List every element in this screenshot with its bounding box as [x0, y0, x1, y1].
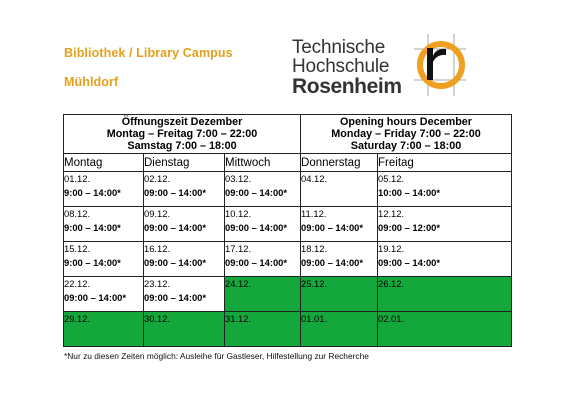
day-cell: 01.12. 9:00 – 14:00* — [63, 171, 144, 207]
day-header-monday: Montag — [63, 153, 144, 172]
cell-date: 15.12. — [64, 243, 91, 254]
day-header-wednesday: Mittwoch — [223, 153, 302, 172]
day-cell: 12.12. 09:00 – 12:00* — [377, 206, 513, 242]
day-header-thursday: Donnerstag — [300, 153, 379, 172]
day-cell: 15.12. 9:00 – 14:00* — [63, 241, 144, 277]
cell-hours: 09:00 – 14:00* — [64, 291, 127, 303]
closed-day-cell: 31.12. — [223, 311, 302, 347]
german-saturday-hours: Samstag 7:00 – 18:00 — [127, 140, 237, 152]
cell-date: 25.12. — [301, 278, 328, 289]
cell-date: 08.12. — [64, 208, 91, 219]
library-title: Bibliothek / Library Campus — [64, 46, 233, 60]
closed-day-cell: 29.12. — [63, 311, 144, 347]
cell-hours: 09:00 – 14:00* — [144, 256, 207, 268]
cell-date: 16.12. — [144, 243, 171, 254]
campus-name: Mühldorf — [64, 75, 119, 89]
closed-day-cell: 26.12. — [377, 276, 513, 312]
cell-date: 09.12. — [144, 208, 171, 219]
day-header-friday: Freitag — [377, 153, 513, 172]
cell-date: 23.12. — [144, 278, 171, 289]
logo-text-line3: Rosenheim — [292, 75, 402, 98]
cell-date: 01.01. — [301, 313, 328, 324]
cell-date: 26.12. — [378, 278, 405, 289]
weekday-header-row: Montag Dienstag Mittwoch Donnerstag Frei… — [63, 153, 513, 172]
cell-hours: 09:00 – 14:00* — [378, 256, 441, 268]
cell-date: 19.12. — [378, 243, 405, 254]
cell-hours: 09:00 – 14:00* — [144, 291, 207, 303]
day-cell: 22.12. 09:00 – 14:00* — [63, 276, 144, 312]
cell-hours: 09:00 – 14:00* — [225, 186, 288, 198]
cell-hours: 09:00 – 14:00* — [301, 221, 364, 233]
week-row: 01.12. 9:00 – 14:00* 02.12. 09:00 – 14:00* 0… — [63, 171, 513, 207]
day-cell: 23.12. 09:00 – 14:00* — [143, 276, 225, 312]
german-hours-header: Öffnungszeit Dezember Montag – Freitag 7… — [62, 114, 302, 154]
cell-date: 10.12. — [225, 208, 252, 219]
closed-day-cell: 24.12. — [223, 276, 302, 312]
cell-date: 30.12. — [144, 313, 171, 324]
opening-hours-table: Öffnungszeit Dezember Montag – Freitag 7… — [62, 114, 513, 347]
day-cell: 03.12. 09:00 – 14:00* — [223, 171, 302, 207]
week-row: 29.12. 30.12. 31.12. 01.01. 02.01. — [63, 311, 513, 347]
closed-day-cell: 01.01. — [300, 311, 379, 347]
cell-hours: 09:00 – 12:00* — [378, 221, 441, 233]
day-cell: 18.12. 09:00 – 14:00* — [300, 241, 379, 277]
cell-hours: 09:00 – 14:00* — [301, 256, 364, 268]
cell-hours: 9:00 – 14:00* — [64, 256, 121, 268]
week-row: 15.12. 9:00 – 14:00* 16.12. 09:00 – 14:00* 1… — [63, 241, 513, 277]
day-cell: 05.12. 10:00 – 14:00* — [377, 171, 513, 207]
closed-day-cell: 25.12. — [300, 276, 379, 312]
cell-date: 05.12. — [378, 173, 405, 184]
english-weekday-hours: Monday – Friday 7:00 – 22:00 — [331, 128, 481, 140]
cell-date: 12.12. — [378, 208, 405, 219]
day-cell: 04.12. — [300, 171, 379, 207]
cell-date: 02.12. — [144, 173, 171, 184]
cell-hours: 09:00 – 14:00* — [144, 186, 207, 198]
cell-date: 31.12. — [225, 313, 252, 324]
day-cell: 08.12. 9:00 – 14:00* — [63, 206, 144, 242]
english-saturday-hours: Saturday 7:00 – 18:00 — [350, 140, 462, 152]
day-cell: 09.12. 09:00 – 14:00* — [143, 206, 225, 242]
cell-hours: 9:00 – 14:00* — [64, 221, 121, 233]
closed-day-cell: 30.12. — [143, 311, 225, 347]
day-cell: 17.12. 09:00 – 14:00* — [223, 241, 302, 277]
week-row: 08.12. 9:00 – 14:00* 09.12. 09:00 – 14:00* 1… — [63, 206, 513, 242]
day-cell: 10.12. 09:00 – 14:00* — [223, 206, 302, 242]
cell-hours: 09:00 – 14:00* — [144, 221, 207, 233]
week-row: 22.12. 09:00 – 14:00* 23.12. 09:00 – 14:00*… — [63, 276, 513, 312]
english-heading: Opening hours December — [340, 116, 473, 128]
logo-text-line2: Hochschule — [292, 56, 390, 77]
german-weekday-hours: Montag – Freitag 7:00 – 22:00 — [106, 128, 258, 140]
cell-date: 18.12. — [301, 243, 328, 254]
cell-date: 01.12. — [64, 173, 91, 184]
cell-date: 17.12. — [225, 243, 252, 254]
day-cell: 16.12. 09:00 – 14:00* — [143, 241, 225, 277]
cell-hours: 09:00 – 14:00* — [225, 221, 288, 233]
cell-date: 03.12. — [225, 173, 252, 184]
day-cell: 19.12. 09:00 – 14:00* — [377, 241, 513, 277]
cell-date: 29.12. — [64, 313, 91, 324]
cell-date: 22.12. — [64, 278, 91, 289]
day-cell: 02.12. 09:00 – 14:00* — [143, 171, 225, 207]
cell-hours: 9:00 – 14:00* — [64, 186, 121, 198]
cell-date: 24.12. — [225, 278, 252, 289]
day-header-tuesday: Dienstag — [143, 153, 225, 172]
university-logo-icon — [414, 34, 466, 96]
cell-date: 02.01. — [378, 313, 405, 324]
day-cell: 11.12. 09:00 – 14:00* — [300, 206, 379, 242]
cell-date: 04.12. — [301, 173, 328, 184]
footnote: *Nur zu diesen Zeiten möglich: Ausleihe … — [64, 351, 369, 361]
cell-hours: 10:00 – 14:00* — [378, 186, 441, 198]
cell-date: 11.12. — [301, 208, 327, 219]
logo-text-line1: Technische — [292, 37, 386, 58]
english-hours-header: Opening hours December Monday – Friday 7… — [300, 114, 513, 154]
cell-hours: 09:00 – 14:00* — [225, 256, 288, 268]
closed-day-cell: 02.01. — [377, 311, 513, 347]
german-heading: Öffnungszeit Dezember — [121, 116, 243, 128]
